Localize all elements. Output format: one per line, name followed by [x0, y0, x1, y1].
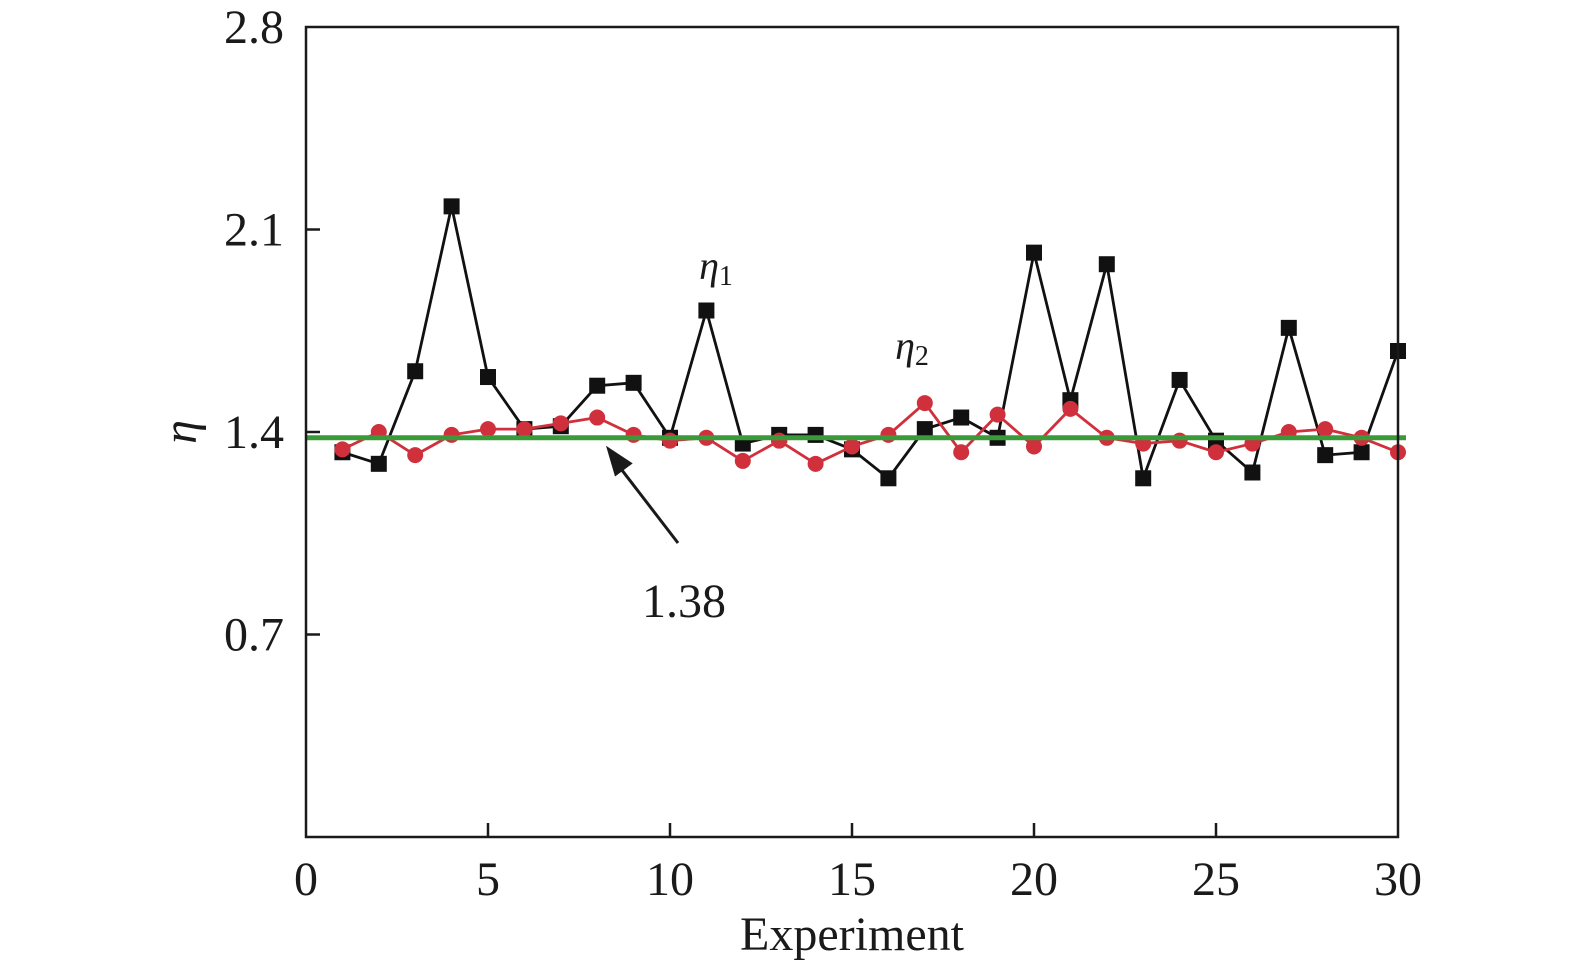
- data-point: [1353, 444, 1370, 461]
- x-tick-label: 0: [294, 853, 318, 906]
- data-point: [1244, 464, 1261, 481]
- series-label-symbol: η: [895, 323, 915, 368]
- data-point: [1317, 447, 1334, 464]
- data-point: [807, 455, 824, 472]
- data-point: [407, 363, 424, 380]
- y-tick-label: 1.4: [224, 406, 284, 459]
- y-tick-label: 0.7: [224, 609, 284, 662]
- data-point: [1317, 421, 1334, 438]
- series-label: η1: [699, 243, 733, 292]
- data-point: [1171, 371, 1188, 388]
- annotation-arrowhead: [606, 445, 633, 477]
- data-point: [334, 441, 351, 458]
- data-point: [734, 452, 751, 469]
- data-point: [1171, 432, 1188, 449]
- series-η2: [334, 395, 1406, 472]
- x-tick-label: 5: [476, 853, 500, 906]
- y-axis-label: η: [154, 420, 207, 444]
- data-point: [1208, 444, 1224, 461]
- data-point: [880, 426, 897, 443]
- x-axis-label: Experiment: [740, 908, 965, 961]
- x-tick-label: 10: [646, 853, 694, 906]
- x-tick-label: 25: [1192, 853, 1240, 906]
- data-point: [844, 438, 860, 455]
- data-point: [1280, 319, 1297, 336]
- data-point: [589, 377, 606, 394]
- data-point: [1135, 470, 1152, 487]
- data-point: [516, 421, 533, 438]
- y-tick-label: 2.1: [224, 204, 284, 257]
- data-point: [916, 421, 933, 438]
- data-point: [370, 455, 387, 472]
- data-point: [989, 406, 1006, 423]
- series-label-subscript: 1: [719, 261, 733, 292]
- series-label-subscript: 2: [915, 341, 929, 372]
- data-point: [480, 421, 496, 438]
- data-point: [880, 470, 897, 487]
- data-point: [443, 198, 460, 215]
- data-point: [1062, 400, 1079, 417]
- data-point: [916, 395, 933, 412]
- data-point: [589, 409, 606, 426]
- data-point: [443, 426, 460, 443]
- data-point: [807, 426, 824, 443]
- data-point: [1026, 244, 1042, 261]
- data-point: [662, 432, 678, 449]
- data-point: [625, 374, 642, 391]
- data-point: [407, 447, 424, 464]
- reference-line-label: 1.38: [642, 575, 726, 628]
- data-point: [1098, 256, 1115, 273]
- x-tick-label: 30: [1374, 853, 1422, 906]
- annotation-arrow: [612, 458, 680, 544]
- y-tick-label: 2.8: [224, 1, 284, 54]
- x-tick-label: 15: [828, 853, 876, 906]
- data-point: [698, 302, 715, 319]
- series-label: η2: [895, 323, 929, 372]
- data-point: [552, 415, 569, 432]
- x-tick-label: 20: [1010, 853, 1058, 906]
- data-point: [1026, 438, 1042, 455]
- data-point: [480, 369, 496, 386]
- series-label-symbol: η: [699, 243, 719, 288]
- data-point: [771, 432, 788, 449]
- data-point: [953, 409, 970, 426]
- data-point: [625, 426, 642, 443]
- data-point: [953, 444, 970, 461]
